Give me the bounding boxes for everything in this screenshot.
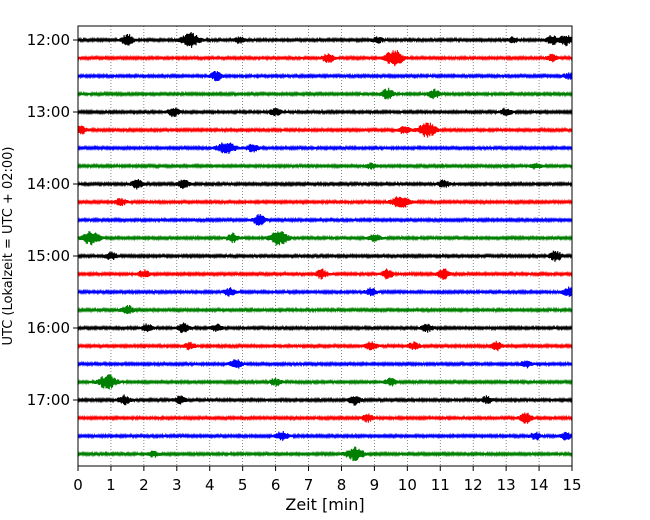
x-tick-label: 6 — [271, 476, 281, 494]
plot-frame — [77, 25, 573, 467]
x-tick-label: 10 — [398, 476, 417, 494]
seismogram-trace — [77, 87, 573, 100]
seismogram-trace — [77, 230, 573, 246]
x-tick-label: 8 — [337, 476, 347, 494]
x-tick-label: 12 — [464, 476, 483, 494]
seismogram-trace — [77, 394, 573, 406]
vertical-grid — [110, 26, 540, 466]
seismogram-trace — [77, 50, 573, 67]
x-tick-label: 1 — [106, 476, 116, 494]
seismogram-trace — [77, 359, 573, 369]
seismogram-trace — [77, 412, 573, 424]
seismogram-trace — [77, 430, 573, 441]
seismogram-traces — [77, 31, 573, 462]
seismogram-trace — [77, 374, 573, 390]
seismogram-trace — [77, 286, 573, 297]
seismogram-trace — [77, 31, 573, 48]
x-tick-label: 7 — [304, 476, 314, 494]
x-tick-label: 2 — [139, 476, 149, 494]
seismogram-trace — [77, 340, 573, 352]
seismogram-trace — [77, 304, 573, 315]
seismogram-trace — [77, 122, 573, 138]
seismogram-trace — [77, 107, 573, 118]
y-tick-label: 17:00 — [27, 391, 70, 409]
x-axis-label: Zeit [min] — [285, 495, 364, 514]
seismogram-trace — [77, 214, 573, 226]
x-axis-ticks: 0 1 2 3 4 5 6 7 8 9 10 11 12 13 14 15 — [73, 466, 582, 494]
y-tick-label: 13:00 — [27, 103, 70, 121]
y-tick-label: 12:00 — [27, 31, 70, 49]
seismogram-trace — [77, 250, 573, 262]
x-tick-label: 0 — [73, 476, 83, 494]
x-tick-label: 9 — [370, 476, 380, 494]
x-tick-label: 13 — [497, 476, 516, 494]
seismogram-trace — [77, 142, 573, 155]
seismogram-trace — [77, 446, 573, 462]
y-tick-label: 14:00 — [27, 175, 70, 193]
seismogram-trace — [77, 162, 573, 170]
x-tick-label: 4 — [205, 476, 215, 494]
x-tick-label: 14 — [530, 476, 549, 494]
seismogram-trace — [77, 322, 573, 334]
y-axis-label: UTC (Lokalzeit = UTC + 02:00) — [1, 147, 16, 346]
seismogram-trace — [77, 70, 573, 82]
seismogram-trace — [77, 268, 573, 280]
x-tick-label: 11 — [431, 476, 450, 494]
y-tick-label: 16:00 — [27, 319, 70, 337]
seismogram-trace — [77, 178, 573, 190]
x-tick-label: 15 — [562, 476, 581, 494]
x-tick-label: 3 — [172, 476, 182, 494]
y-axis-ticks: 12:00 13:00 14:00 15:00 16:00 17:00 — [27, 31, 78, 409]
seismogram-trace — [77, 196, 573, 208]
y-tick-label: 15:00 — [27, 247, 70, 265]
x-tick-label: 5 — [238, 476, 248, 494]
